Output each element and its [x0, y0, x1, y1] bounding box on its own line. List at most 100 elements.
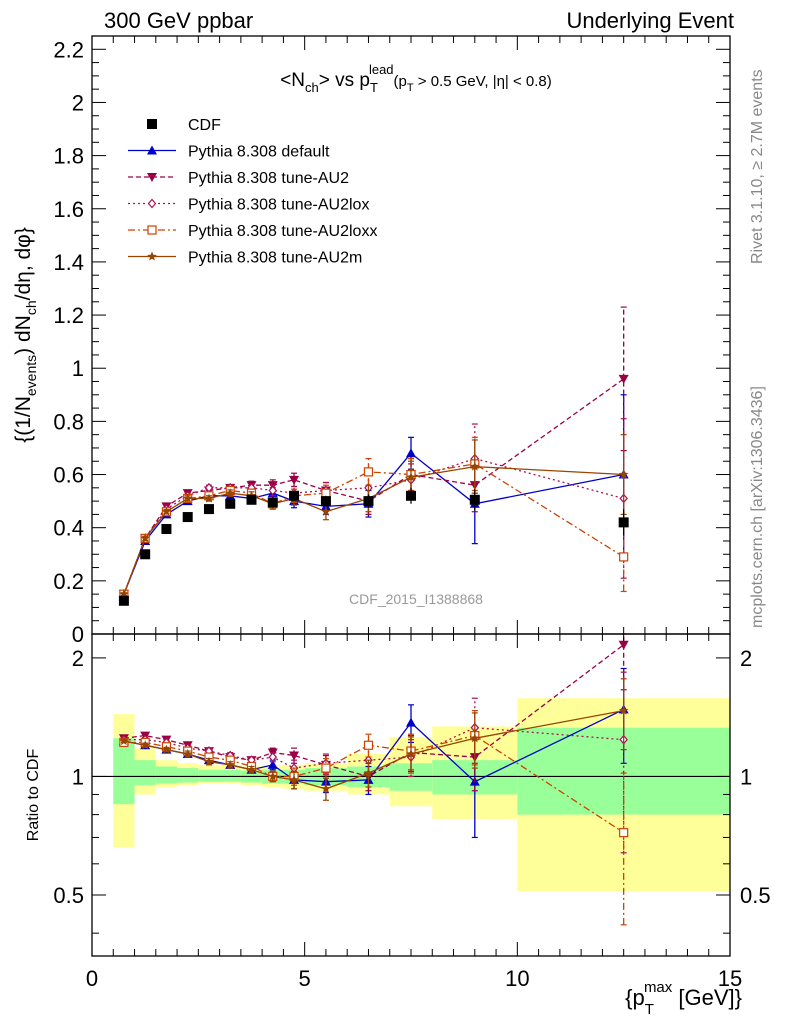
- legend-marker: [147, 198, 157, 209]
- series-Pythia 8.308 tune-AU2loxx: [119, 436, 629, 599]
- y-tick-label: 1.2: [53, 303, 84, 328]
- legend-entry: Pythia 8.308 tune-AU2lox: [128, 197, 369, 214]
- x-tick-label: 15: [718, 966, 742, 991]
- ylabel-part-end: /dη, dφ}: [12, 227, 35, 300]
- y-tick-label: 1.6: [53, 197, 84, 222]
- ratio-point: [619, 828, 629, 838]
- ratio-point: [246, 764, 257, 774]
- ratio-point: [470, 733, 480, 743]
- ratio-point: [289, 751, 300, 761]
- mcplots-label: mcplots.cern.ch [arXiv:1306.3436]: [749, 386, 766, 628]
- data-point: [289, 490, 300, 501]
- data-point: [363, 496, 374, 507]
- y-tick-label: 0.2: [53, 569, 84, 594]
- ratio-point: [321, 763, 331, 773]
- ratio-point: [267, 759, 278, 769]
- xlabel-part-sup: max: [644, 979, 673, 996]
- ylabel-part-sub1: events: [23, 355, 39, 396]
- x-tick-label: 10: [505, 966, 529, 991]
- legend-label: Pythia 8.308 tune-AU2loxx: [188, 223, 377, 240]
- data-point: [118, 595, 129, 606]
- xlabel-part-end: [GeV]}: [672, 985, 742, 1010]
- legend-marker: [147, 251, 157, 261]
- top-plot: [118, 306, 629, 606]
- ratio-point: [289, 774, 299, 784]
- ylabel-part-mid: ) dN: [12, 315, 35, 355]
- data-point: [225, 498, 236, 509]
- top-y-axis-label: {(1/Nevents) dNch/dη, dφ}: [12, 227, 39, 443]
- data-point: [204, 493, 214, 503]
- data-point: [161, 506, 172, 516]
- data-point: [140, 549, 151, 560]
- ratio-y-tick-label: 0.5: [53, 883, 84, 908]
- header-left: 300 GeV ppbar: [104, 8, 253, 33]
- data-point: [182, 512, 193, 523]
- data-point: [320, 496, 331, 507]
- ratio-point: [363, 740, 374, 750]
- data-point: [182, 493, 193, 503]
- legend-marker: [147, 225, 157, 235]
- green-band-bin: [134, 760, 156, 786]
- series-line: [123, 452, 624, 595]
- ratio-point: [321, 783, 331, 793]
- ratio-y-axis-label: Ratio to CDF: [25, 749, 42, 842]
- ratio-point: [268, 752, 278, 762]
- y-tick-label: 1: [72, 356, 84, 381]
- ratio-point: [406, 717, 416, 727]
- data-point: [363, 467, 374, 477]
- legend-entry: Pythia 8.308 default: [128, 144, 330, 161]
- header-right: Underlying Event: [566, 8, 734, 33]
- legend-entry: CDF: [147, 117, 221, 134]
- legend-marker: [147, 119, 157, 129]
- ratio-y-tick-label-right: 0.5: [740, 883, 771, 908]
- green-band-bin: [219, 769, 241, 782]
- ylabel-part-1: {(1/N: [12, 396, 35, 443]
- ratio-point: [225, 759, 235, 769]
- data-point: [618, 517, 629, 528]
- ratio-point: [119, 736, 129, 746]
- ratio-point: [406, 749, 416, 759]
- y-tick-label: 0: [72, 622, 84, 647]
- ratio-point: [204, 756, 214, 766]
- y-tick-label: 0.4: [53, 516, 84, 541]
- series-line: [123, 378, 625, 595]
- series-CDF: [118, 487, 629, 606]
- y-tick-label: 1.4: [53, 250, 84, 275]
- legend-marker: [147, 173, 157, 182]
- legend-entry: Pythia 8.308 tune-AU2m: [128, 250, 362, 267]
- ratio-point: [161, 744, 172, 754]
- green-band-bin: [155, 766, 178, 784]
- title-part-cond: (p: [394, 73, 407, 90]
- green-band-bin: [177, 768, 199, 783]
- legend-label: Pythia 8.308 tune-AU2m: [188, 250, 362, 267]
- title-part-main: <N: [280, 70, 305, 91]
- legend-label: Pythia 8.308 default: [188, 144, 330, 161]
- legend: CDF Pythia 8.308 default Pythia 8.308 tune…: [128, 117, 377, 267]
- data-point: [406, 490, 416, 501]
- legend-label: Pythia 8.308 tune-AU2: [188, 170, 349, 187]
- analysis-watermark: CDF_2015_I1388868: [349, 591, 483, 607]
- data-point: [321, 506, 331, 516]
- ratio-y-tick-label-right: 1: [740, 764, 752, 789]
- ylabel-part-sub2: ch: [23, 300, 39, 315]
- legend-marker: [147, 145, 157, 155]
- data-point: [268, 485, 278, 496]
- legend-label: CDF: [188, 117, 221, 134]
- y-tick-label: 0.8: [53, 409, 84, 434]
- y-tick-label: 0.6: [53, 463, 84, 488]
- rivet-label: Rivet 3.1.10, ≥ 2.7M events: [749, 69, 766, 264]
- x-tick-label: 0: [86, 966, 98, 991]
- data-point: [618, 469, 629, 479]
- data-point: [619, 552, 629, 562]
- series-Pythia 8.308 tune-AU2m: [119, 434, 629, 599]
- series-line: [123, 457, 624, 595]
- legend-entry: Pythia 8.308 tune-AU2loxx: [128, 223, 377, 240]
- title-part-cond-rest: > 0.5 GeV, |η| < 0.8): [414, 73, 552, 90]
- data-point: [203, 504, 214, 515]
- x-axis-label: {pTmax [GeV]}: [625, 979, 742, 1018]
- series-Pythia 8.308 tune-AU2lox: [119, 418, 628, 600]
- series-line: [123, 465, 624, 595]
- y-tick-label: 1.8: [53, 144, 84, 169]
- xlabel-part-1: {p: [625, 985, 645, 1010]
